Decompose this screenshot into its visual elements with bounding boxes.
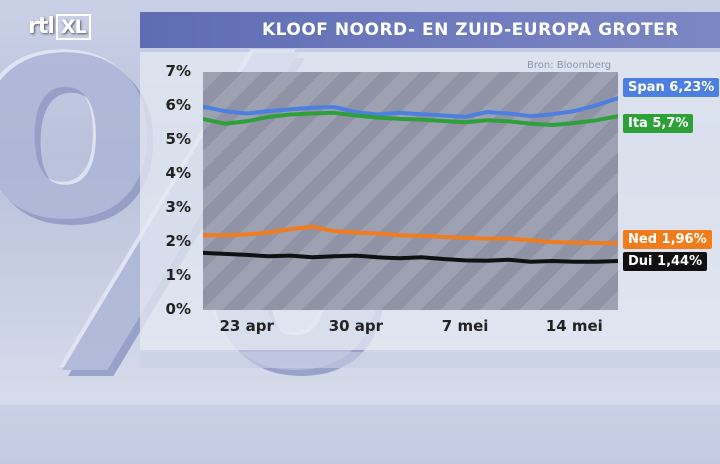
x-tick-label: 30 apr	[328, 317, 384, 335]
series-line-3	[203, 250, 618, 264]
y-tick-label: 1%	[165, 266, 191, 284]
y-tick-label: 4%	[165, 164, 191, 182]
chart-title: KLOOF NOORD- EN ZUID-EUROPA GROTER	[262, 20, 679, 40]
series-label: Span 6,23%	[623, 78, 720, 98]
logo-text: rtl	[28, 14, 55, 39]
bottom-strip	[140, 352, 720, 368]
series-label: Ita 5,7%	[623, 114, 694, 134]
hatched-band	[203, 72, 618, 310]
y-tick-label: 3%	[165, 198, 191, 216]
series-line-0	[203, 96, 618, 119]
y-tick-label: 5%	[165, 130, 191, 148]
x-tick-label: 14 mei	[545, 317, 603, 335]
x-tick-label: 7 mei	[441, 317, 489, 335]
series-line-2	[203, 224, 618, 246]
y-tick-label: 6%	[165, 96, 191, 114]
series-label: Dui 1,44%	[623, 252, 708, 272]
series-line-1	[203, 110, 618, 127]
y-tick-label: 0%	[165, 300, 191, 318]
plot-area	[203, 72, 618, 310]
title-bar: KLOOF NOORD- EN ZUID-EUROPA GROTER	[140, 12, 720, 48]
source-note: Bron: Bloomberg	[527, 60, 612, 71]
channel-logo: rtl XL	[28, 14, 91, 40]
x-tick-label: 23 apr	[219, 317, 274, 335]
series-lines	[203, 96, 618, 264]
y-tick-label: 7%	[165, 62, 191, 80]
logo-box: XL	[55, 14, 91, 40]
series-label: Ned 1,96%	[623, 230, 712, 250]
y-tick-label: 2%	[165, 232, 191, 250]
